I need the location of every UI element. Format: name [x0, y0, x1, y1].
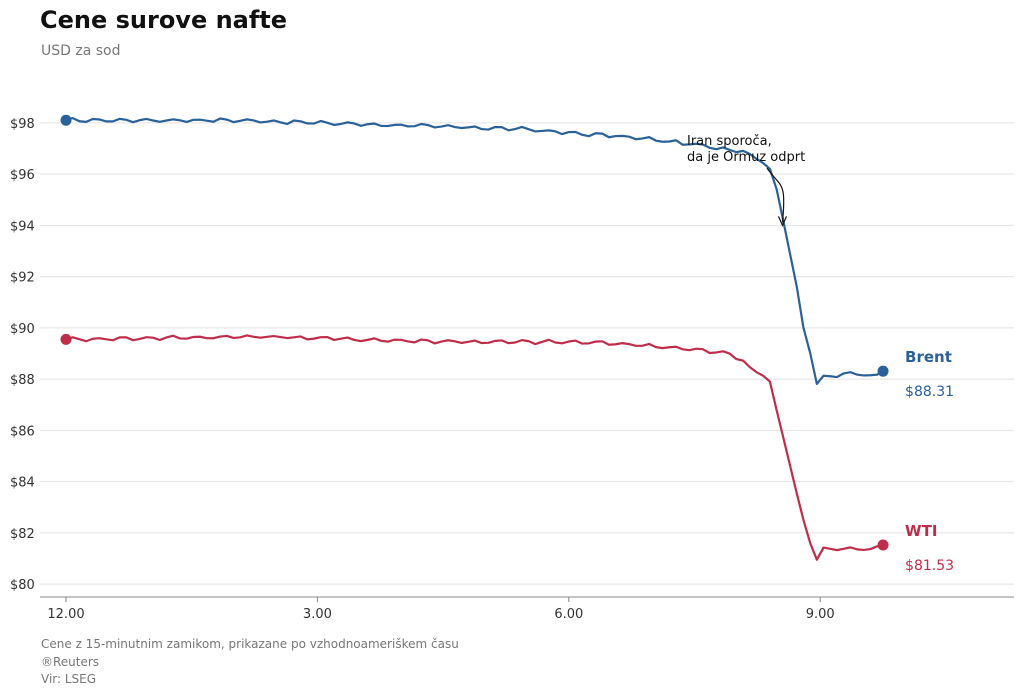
- grid: [40, 122, 1014, 585]
- footer-copyright: ®Reuters: [41, 654, 100, 669]
- series-name-label: Brent: [905, 348, 952, 366]
- x-axis: 12.00 3.00 6.00 9.00: [40, 596, 1014, 622]
- x-tick-label: 3.00: [303, 607, 332, 622]
- chart-subtitle: USD za sod: [41, 43, 121, 59]
- chart-footer: Cene z 15-minutnim zamikom, prikazane po…: [41, 636, 459, 689]
- y-tick-label: $88: [10, 373, 35, 388]
- series-end-dot-wti: [877, 539, 889, 551]
- y-tick-label: $94: [10, 219, 35, 234]
- y-tick-label: $92: [10, 271, 35, 286]
- y-tick-label: $82: [10, 527, 35, 542]
- y-tick-label: $96: [10, 168, 35, 183]
- x-tick-label: 9.00: [806, 607, 835, 622]
- series-name-label: WTI: [905, 522, 937, 540]
- series-start-dot-brent: [60, 114, 72, 126]
- y-tick-label: $80: [10, 578, 35, 593]
- y-tick-label: $98: [10, 117, 35, 132]
- x-tick-label: 6.00: [554, 607, 583, 622]
- series-labels: Brent $88.31 WTI $81.53: [905, 348, 954, 574]
- annotation-arrowhead: [777, 216, 788, 227]
- y-tick-label: $86: [10, 424, 35, 439]
- footer-note: Cene z 15-minutnim zamikom, prikazane po…: [41, 637, 459, 651]
- series-start-dot-wti: [60, 333, 72, 345]
- annotation-text: da je Ormuz odprt: [687, 150, 805, 165]
- series-line-wti: [64, 334, 885, 561]
- series-value-label: $88.31: [905, 384, 954, 400]
- footer-source: Vir: LSEG: [41, 672, 97, 686]
- annotation: Iran sporoča,da je Ormuz odprt: [687, 134, 805, 227]
- annotation-text: Iran sporoča,: [687, 134, 772, 149]
- series-value-label: $81.53: [905, 558, 954, 574]
- series: [60, 114, 889, 561]
- annotation-arrow: [766, 167, 785, 223]
- x-tick-label: 12.00: [47, 607, 84, 622]
- chart-title: Cene surove nafte: [40, 6, 288, 34]
- series-end-dot-brent: [877, 365, 889, 377]
- y-tick-label: $84: [10, 476, 35, 491]
- y-tick-label: $90: [10, 322, 35, 337]
- series-line-brent: [64, 116, 885, 385]
- y-axis: $80 $82 $84 $86 $88 $90 $92 $94 $96 $98: [10, 117, 35, 593]
